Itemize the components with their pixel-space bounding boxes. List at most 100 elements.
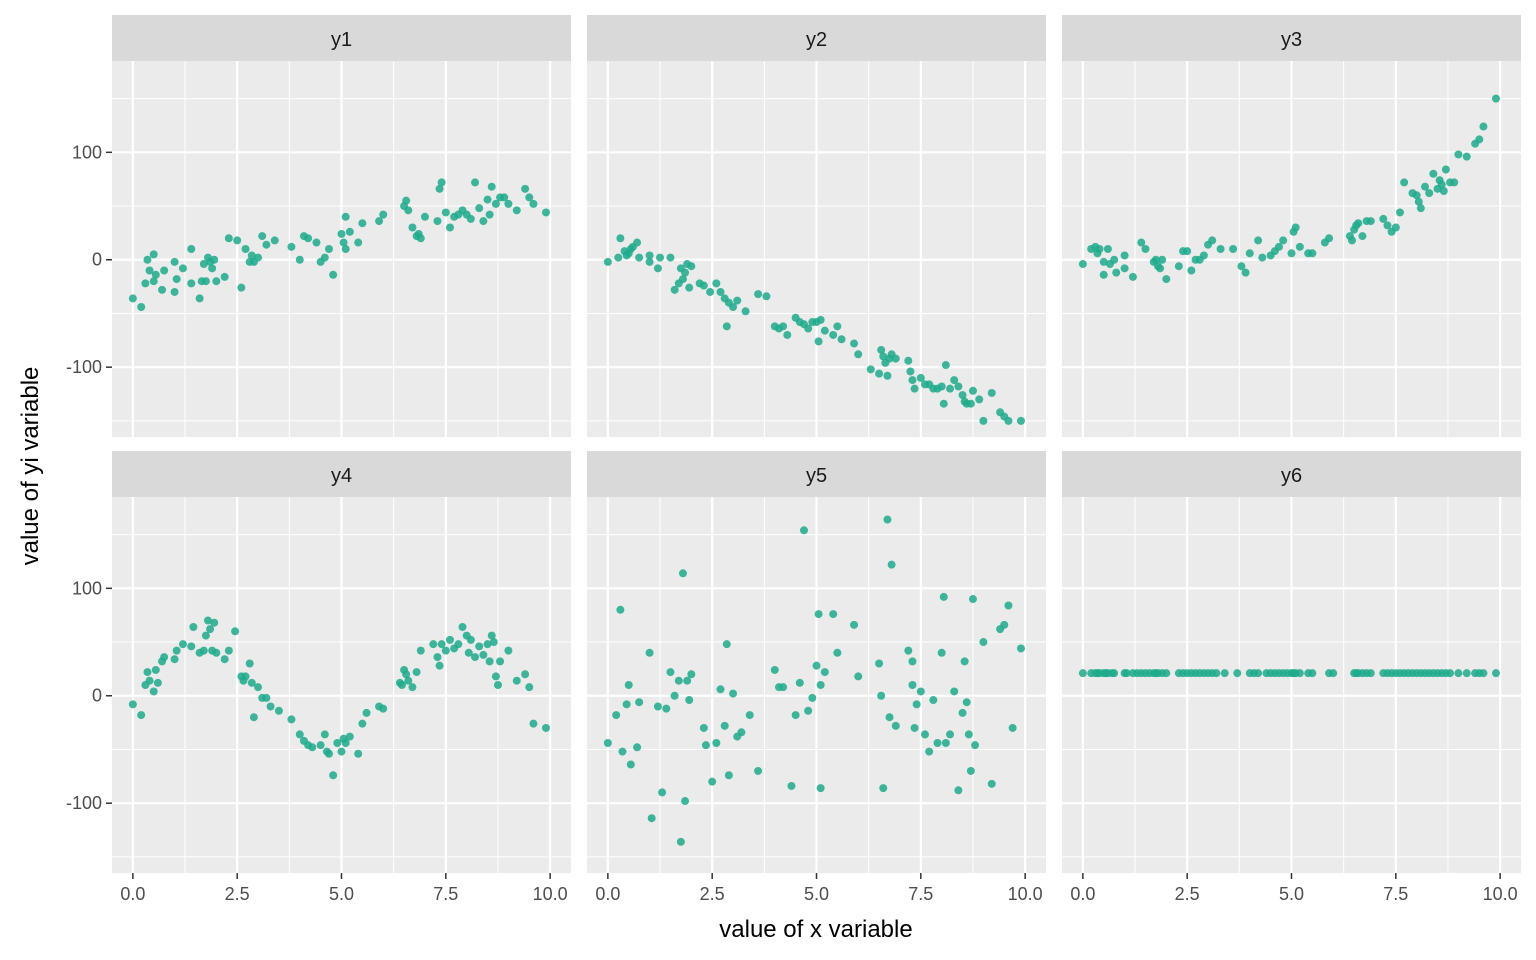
- data-point: [910, 384, 919, 393]
- data-point: [137, 303, 146, 312]
- data-point: [1429, 169, 1438, 178]
- data-point: [433, 217, 442, 226]
- data-point: [416, 646, 425, 655]
- data-point: [143, 255, 152, 264]
- data-point: [404, 676, 413, 685]
- data-point: [458, 622, 467, 631]
- data-point: [779, 683, 788, 692]
- data-point: [678, 275, 687, 284]
- data-point: [308, 743, 317, 752]
- data-point: [1216, 245, 1225, 253]
- data-point: [1416, 204, 1425, 213]
- data-point: [1391, 223, 1400, 232]
- data-point: [745, 711, 754, 720]
- data-point: [883, 515, 892, 524]
- data-point: [960, 657, 969, 666]
- data-point: [879, 784, 888, 793]
- data-point: [435, 661, 444, 670]
- data-point: [541, 723, 550, 732]
- data-point: [504, 199, 513, 208]
- data-point: [379, 704, 388, 713]
- data-point: [1366, 669, 1375, 678]
- data-point: [435, 184, 444, 193]
- data-point: [1454, 150, 1463, 159]
- data-point: [398, 681, 407, 689]
- strip-background: [587, 451, 1046, 497]
- data-point: [170, 257, 179, 266]
- x-tick-label: 10.0: [1008, 884, 1043, 904]
- data-point: [958, 391, 967, 400]
- data-point: [666, 668, 675, 677]
- data-point: [151, 270, 160, 279]
- data-point: [687, 262, 696, 271]
- data-point: [1358, 232, 1367, 241]
- data-point: [341, 245, 350, 253]
- axes-layer: -100 0 100 0.0 2.5 5.0 7.5 10.0 -100 0 100 0.0 2.5 5.…: [66, 142, 1518, 904]
- data-point: [1295, 669, 1304, 678]
- data-point: [958, 708, 967, 717]
- data-point: [416, 234, 425, 243]
- data-point: [1287, 249, 1296, 258]
- data-point: [402, 670, 411, 679]
- data-point: [1437, 180, 1446, 189]
- data-point: [1454, 669, 1463, 678]
- data-point: [493, 681, 502, 689]
- data-point: [220, 272, 229, 281]
- x-tick-label: 0.0: [595, 884, 620, 904]
- data-point: [1095, 245, 1104, 253]
- data-point: [1141, 245, 1150, 253]
- data-point: [1475, 135, 1484, 144]
- data-point: [1237, 262, 1246, 271]
- data-point: [1187, 266, 1196, 275]
- data-point: [941, 361, 950, 370]
- data-point: [466, 214, 475, 223]
- data-point: [172, 275, 181, 284]
- data-point: [712, 739, 721, 748]
- data-point: [1078, 669, 1087, 678]
- data-point: [1162, 669, 1171, 678]
- data-point: [787, 781, 796, 790]
- data-point: [362, 708, 371, 717]
- y-axis-title: value of yi variable: [17, 367, 44, 566]
- data-point: [512, 206, 521, 215]
- data-point: [433, 653, 442, 662]
- data-point: [837, 335, 846, 344]
- data-point: [971, 741, 980, 750]
- data-point: [529, 199, 538, 208]
- strip-label: y1: [331, 29, 352, 51]
- data-point: [445, 635, 454, 644]
- data-point: [206, 625, 215, 634]
- data-point: [877, 691, 886, 700]
- data-point: [1308, 669, 1317, 678]
- data-point: [354, 749, 363, 758]
- data-point: [662, 704, 671, 713]
- data-point: [254, 683, 263, 692]
- data-point: [683, 676, 692, 685]
- data-point: [685, 696, 694, 705]
- data-point: [137, 711, 146, 720]
- data-point: [804, 706, 813, 715]
- y-tick-label: 0: [92, 250, 102, 270]
- data-point: [975, 395, 984, 404]
- data-point: [1099, 257, 1108, 266]
- data-point: [339, 238, 348, 247]
- data-point: [220, 655, 229, 664]
- data-point: [1479, 122, 1488, 131]
- data-point: [329, 270, 338, 279]
- data-point: [645, 257, 654, 266]
- data-point: [464, 648, 473, 657]
- data-point: [170, 655, 179, 664]
- strip-background: [1062, 451, 1521, 497]
- data-point: [504, 646, 513, 655]
- x-tick-label: 2.5: [700, 884, 725, 904]
- data-point: [674, 676, 683, 685]
- data-point: [804, 324, 813, 333]
- data-point: [887, 560, 896, 569]
- x-tick-label: 5.0: [804, 884, 829, 904]
- data-point: [1120, 251, 1129, 260]
- data-point: [987, 779, 996, 788]
- data-point: [500, 193, 509, 202]
- data-point: [966, 399, 975, 408]
- data-point: [496, 657, 505, 666]
- data-point: [968, 386, 977, 395]
